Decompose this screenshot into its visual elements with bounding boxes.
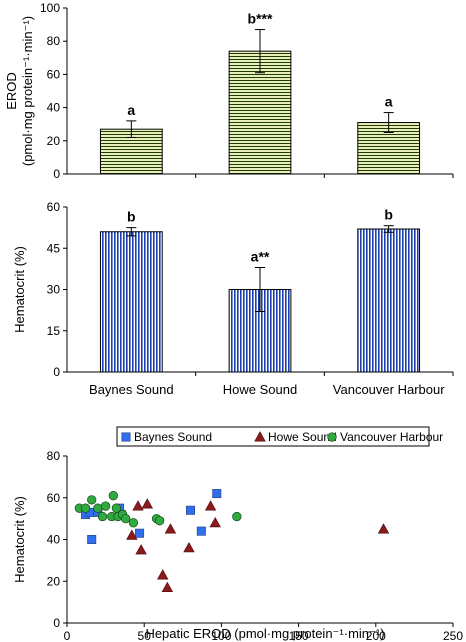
data-point — [141, 498, 153, 509]
erod-hematocrit-scatter: 0 20 40 60 80 0 50 100 150 200 250 Hematocrit (%) He… — [12, 426, 463, 642]
hematocrit-category-label: Vancouver Harbour — [333, 382, 445, 397]
data-point — [132, 500, 144, 511]
scatter-x-tick-label: 100 — [211, 629, 231, 642]
legend-label: Baynes Sound — [134, 430, 212, 444]
scatter-y-tick-label: 80 — [47, 449, 61, 463]
erod-y-axis-label-line: EROD — [4, 72, 19, 110]
scatter-legend: Baynes Sound Howe Sound Vancouver Harbour — [116, 426, 443, 447]
scatter-x-axis-label: Hepatic EROD (pmol·mg protein⁻¹·min⁻¹) — [145, 626, 384, 641]
erod-significance-label: a — [127, 102, 135, 118]
data-point — [164, 523, 177, 534]
erod-bar-chart: 0 20 40 60 80 100 a b*** a EROD(pmol·mg protein⁻¹… — [4, 1, 454, 181]
data-point — [126, 529, 138, 540]
erod-y-tick-label: 60 — [47, 67, 61, 81]
series-circle — [74, 491, 242, 528]
legend-label: Vancouver Harbour — [340, 430, 443, 444]
hematocrit-bar-chart: 0 15 30 45 60 b Baynes Sound a** Howe Sound b Vanc… — [12, 200, 454, 397]
hematocrit-category-label: Howe Sound — [223, 382, 297, 397]
data-point — [212, 489, 222, 499]
hematocrit-category-label: Baynes Sound — [89, 382, 174, 397]
legend-label: Howe Sound — [268, 430, 337, 444]
data-point — [232, 511, 242, 522]
erod-y-tick-label: 20 — [47, 134, 61, 148]
hematocrit-significance-label: b — [384, 207, 393, 223]
data-point — [209, 516, 221, 528]
legend-box — [116, 426, 430, 447]
scatter-y-tick-label: 40 — [47, 533, 61, 547]
erod-significance-label: b*** — [248, 11, 273, 27]
scatter-x-tick-label: 250 — [443, 629, 463, 642]
data-point — [87, 534, 97, 544]
scatter-y-tick-label: 60 — [47, 491, 61, 505]
scatter-x-tick-label: 50 — [138, 629, 152, 642]
data-point — [157, 569, 169, 580]
erod-y-axis-label: EROD(pmol·mg protein⁻¹·min⁻¹) — [4, 16, 35, 166]
data-point — [121, 513, 131, 524]
hematocrit-y-tick-label: 0 — [53, 365, 60, 379]
data-point — [377, 523, 390, 534]
data-point — [97, 511, 108, 522]
erod-y-axis-label-line: (pmol·mg protein⁻¹·min⁻¹) — [20, 16, 35, 166]
data-point — [128, 518, 139, 528]
erod-significance-label: a — [385, 94, 393, 110]
data-point — [87, 495, 97, 505]
data-point — [204, 500, 217, 511]
legend-marker-square — [121, 432, 131, 442]
scatter-x-tick-label: 0 — [64, 629, 71, 642]
data-point — [135, 544, 147, 555]
data-point — [161, 581, 174, 592]
erod-y-tick-label: 40 — [47, 101, 61, 115]
data-point — [108, 491, 118, 501]
scatter-x-tick-label: 200 — [366, 629, 386, 642]
data-point — [183, 542, 195, 553]
scatter-y-tick-label: 20 — [47, 574, 61, 588]
legend-marker-triangle — [254, 431, 266, 442]
scatter-x-tick-label: 150 — [289, 629, 309, 642]
data-point — [100, 501, 111, 511]
hematocrit-y-axis-label: Hematocrit (%) — [12, 246, 27, 333]
hematocrit-significance-label: a** — [251, 249, 270, 265]
legend-marker-circle — [327, 432, 337, 442]
hematocrit-bar — [99, 231, 163, 373]
scatter-y-tick-label: 0 — [53, 616, 60, 630]
data-point — [93, 503, 103, 513]
hematocrit-y-tick-label: 30 — [47, 283, 61, 297]
hematocrit-y-tick-label: 15 — [47, 324, 61, 338]
hematocrit-y-tick-label: 60 — [47, 200, 61, 214]
scatter-y-axis-label: Hematocrit (%) — [12, 496, 27, 583]
data-point — [80, 503, 91, 513]
hematocrit-y-tick-label: 45 — [47, 241, 61, 255]
series-triangle — [126, 498, 390, 592]
erod-y-tick-label: 80 — [47, 34, 61, 48]
hematocrit-bar — [357, 228, 421, 373]
data-point — [196, 526, 206, 536]
erod-y-tick-label: 0 — [53, 167, 60, 181]
data-point — [186, 505, 196, 515]
data-point — [154, 516, 165, 526]
hematocrit-significance-label: b — [127, 209, 136, 225]
data-point — [135, 528, 145, 538]
erod-y-tick-label: 100 — [40, 1, 60, 15]
